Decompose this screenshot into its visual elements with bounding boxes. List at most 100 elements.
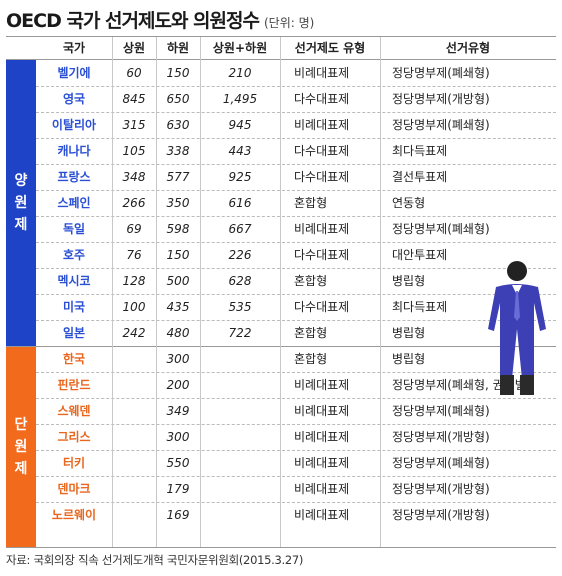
cell-lower: 338 <box>166 144 190 158</box>
table-row: 미국 100 435 535 다수대표제 최다득표제 <box>6 294 556 320</box>
table-row: 터키 550 비례대표제 정당명부제(폐쇄형) <box>6 450 556 476</box>
cell-lower: 598 <box>166 222 190 236</box>
cell-country: 일본 <box>62 326 86 340</box>
row-divider <box>36 138 556 139</box>
cell-upper <box>112 476 156 502</box>
cell-lower: 150 <box>166 66 190 80</box>
cell-lower: 300 <box>166 352 190 366</box>
cell-country: 독일 <box>62 222 86 236</box>
cell-country: 영국 <box>62 92 86 106</box>
cell-lower: 480 <box>166 326 190 340</box>
header-lower: 하원 <box>166 41 190 55</box>
cell-type: 정당명부제(폐쇄형) <box>392 222 490 236</box>
cell-type: 최다득표제 <box>392 144 448 158</box>
cell-system: 혼합형 <box>294 326 328 340</box>
cell-lower: 630 <box>166 118 190 132</box>
row-divider <box>36 320 556 321</box>
column-divider <box>200 37 201 547</box>
row-divider <box>36 450 556 451</box>
cell-type: 정당명부제(개방형) <box>392 482 490 496</box>
cell-total: 667 <box>228 222 252 236</box>
cell-total: 628 <box>228 274 252 288</box>
row-divider <box>36 424 556 425</box>
cell-system: 비례대표제 <box>294 508 350 522</box>
cell-country: 스페인 <box>57 196 91 210</box>
cell-lower: 650 <box>166 92 190 106</box>
cell-country: 그리스 <box>57 430 91 444</box>
cell-type: 병립형 <box>392 326 426 340</box>
cell-total: 616 <box>228 196 252 210</box>
table-row: 멕시코 128 500 628 혼합형 병립형 <box>6 268 556 294</box>
cell-system: 다수대표제 <box>294 144 350 158</box>
row-divider <box>36 242 556 243</box>
cell-upper: 69 <box>126 222 142 236</box>
cell-total <box>200 476 280 502</box>
cell-system: 비례대표제 <box>294 66 350 80</box>
cell-country: 캐나다 <box>57 144 91 158</box>
table-row: 영국 845 650 1,495 다수대표제 정당명부제(개방형) <box>6 86 556 112</box>
cell-system: 다수대표제 <box>294 300 350 314</box>
cell-system: 혼합형 <box>294 274 328 288</box>
cell-lower: 349 <box>166 404 190 418</box>
row-divider <box>36 190 556 191</box>
source-note: 자료: 국회의장 직속 선거제도개혁 국민자문위원회(2015.3.27) <box>6 553 304 567</box>
cell-type: 정당명부제(폐쇄형, 권역별) <box>392 378 531 392</box>
row-divider <box>36 294 556 295</box>
cell-total <box>200 398 280 424</box>
cell-total: 443 <box>228 144 252 158</box>
cell-lower: 169 <box>166 508 190 522</box>
table-row: 프랑스 348 577 925 다수대표제 결선투표제 <box>6 164 556 190</box>
cell-lower: 577 <box>166 170 190 184</box>
row-divider <box>36 86 556 87</box>
cell-country: 덴마크 <box>57 482 91 496</box>
unit-label: (단위: 명) <box>263 16 315 30</box>
cell-lower: 350 <box>166 196 190 210</box>
cell-country: 미국 <box>62 300 86 314</box>
cell-upper: 100 <box>122 300 146 314</box>
cell-system: 비례대표제 <box>294 482 350 496</box>
cell-total <box>200 502 280 528</box>
cell-type: 정당명부제(폐쇄형) <box>392 456 490 470</box>
table-row: 노르웨이 169 비례대표제 정당명부제(개방형) <box>6 502 556 528</box>
cell-type: 정당명부제(개방형) <box>392 92 490 106</box>
cell-upper: 128 <box>122 274 146 288</box>
table-row: 일본 242 480 722 혼합형 병립형 <box>6 320 556 346</box>
cell-total <box>200 424 280 450</box>
cell-upper: 76 <box>126 248 142 262</box>
cell-upper: 60 <box>126 66 142 80</box>
cell-country: 멕시코 <box>57 274 91 288</box>
cell-system: 다수대표제 <box>294 170 350 184</box>
table-header: 국가 상원 하원 상원+하원 선거제도 유형 선거유형 <box>6 37 556 60</box>
cell-lower: 179 <box>166 482 190 496</box>
cell-upper <box>112 502 156 528</box>
cell-upper: 105 <box>122 144 146 158</box>
column-divider <box>380 37 381 547</box>
group-bicameral: 양 원 제 <box>6 60 36 346</box>
cell-type: 병립형 <box>392 274 426 288</box>
cell-type: 정당명부제(폐쇄형) <box>392 118 490 132</box>
table-row: 이탈리아 315 630 945 비례대표제 정당명부제(폐쇄형) <box>6 112 556 138</box>
cell-system: 비례대표제 <box>294 118 350 132</box>
row-divider <box>36 112 556 113</box>
cell-upper: 266 <box>122 196 146 210</box>
row-divider <box>36 164 556 165</box>
cell-upper <box>112 450 156 476</box>
table-row: 캐나다 105 338 443 다수대표제 최다득표제 <box>6 138 556 164</box>
cell-type: 정당명부제(폐쇄형) <box>392 66 490 80</box>
table-row: 핀란드 200 비례대표제 정당명부제(폐쇄형, 권역별) <box>6 372 556 398</box>
header-type: 선거유형 <box>445 41 491 55</box>
cell-total: 1,495 <box>222 92 258 106</box>
table-row: 스웨덴 349 비례대표제 정당명부제(폐쇄형) <box>6 398 556 424</box>
cell-total: 925 <box>228 170 252 184</box>
cell-type: 연동형 <box>392 196 426 210</box>
cell-upper <box>112 398 156 424</box>
cell-system: 혼합형 <box>294 352 328 366</box>
cell-lower: 150 <box>166 248 190 262</box>
cell-lower: 435 <box>166 300 190 314</box>
cell-type: 정당명부제(개방형) <box>392 430 490 444</box>
cell-lower: 300 <box>166 430 190 444</box>
cell-system: 혼합형 <box>294 196 328 210</box>
cell-type: 병립형 <box>392 352 426 366</box>
cell-country: 핀란드 <box>57 378 91 392</box>
politician-figure-icon <box>488 261 546 395</box>
